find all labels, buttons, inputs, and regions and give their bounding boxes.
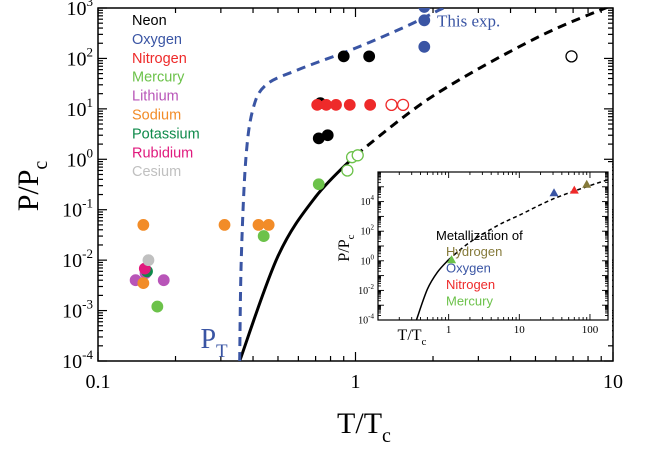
point-mercury	[312, 178, 325, 191]
legend-entry-cesium: Cesium	[132, 164, 181, 180]
point-mercury	[257, 230, 270, 242]
point-sodium	[137, 277, 150, 290]
inset-phase-lines	[415, 179, 608, 320]
point-sodium	[252, 218, 265, 231]
point-oxygen	[418, 14, 431, 27]
point-neon	[337, 50, 350, 63]
inset-axis-ticks	[377, 171, 608, 321]
point-neon-open	[565, 50, 578, 63]
point-oxygen	[418, 8, 431, 13]
triangle-hydrogen	[582, 179, 592, 188]
y-tick-label: 100	[361, 253, 375, 267]
x-tick-label: 0.1	[86, 371, 111, 393]
main-x-tick-labels: 0.1 1 10	[86, 371, 624, 393]
y-tick-label: 103	[67, 0, 94, 20]
inset-legend-entry-oxygen: Oxygen	[446, 261, 491, 276]
y-tick-label: 102	[361, 224, 375, 238]
point-lithium	[157, 274, 170, 287]
y-tick-label: 101	[67, 95, 94, 121]
point-mercury	[151, 300, 164, 313]
legend-entry-neon: Neon	[132, 13, 167, 29]
point-neon	[321, 129, 334, 142]
inset-title: Metallization of	[436, 228, 523, 243]
point-sodium	[137, 218, 150, 231]
y-tick-label: 10-1	[62, 196, 93, 222]
point-mercury-open	[351, 149, 364, 162]
x-tick-label: 1	[351, 371, 361, 393]
point-neon	[363, 50, 376, 63]
y-tick-label: 10-2	[62, 246, 93, 272]
main-legend: Neon Oxygen Nitrogen Mercury Lithium Sodium Po…	[132, 13, 200, 180]
main-x-axis-label: T/Tc	[337, 407, 391, 447]
inset-x-axis-label: T/Tc	[398, 327, 427, 348]
main-data-points	[129, 8, 578, 313]
y-tick-label: 102	[67, 44, 94, 70]
main-annotations: This exp. PT	[200, 11, 500, 362]
annotation-this-exp: This exp.	[437, 11, 500, 30]
point-oxygen	[418, 40, 431, 53]
point-nitrogen-open	[385, 98, 398, 112]
legend-entry-sodium: Sodium	[132, 108, 181, 124]
main-axis-ticks	[97, 7, 614, 362]
main-y-tick-labels: 10-4 10-3 10-2 10-1 100 101 102 103	[62, 0, 93, 373]
annotation-pt: PT	[200, 324, 228, 362]
y-tick-label: 10-4	[358, 313, 374, 327]
inset-plot: 1 10 100 10-4 10-2 100 102 104 Hydrogen OxygenN…	[336, 163, 612, 348]
point-nitrogen-open	[396, 98, 410, 112]
x-tick-label: 10	[514, 324, 526, 336]
y-tick-label: 10-2	[358, 283, 374, 297]
point-cesium	[142, 254, 155, 267]
triangle-mercury	[447, 255, 457, 264]
inset-legend-entry-mercury: Mercury	[446, 294, 493, 309]
y-tick-label: 10-4	[62, 347, 93, 373]
y-tick-label: 10-3	[62, 297, 93, 323]
point-nitrogen	[343, 98, 356, 111]
legend-entry-rubidium: Rubidium	[132, 145, 193, 161]
point-nitrogen	[330, 98, 342, 111]
inset-legend-entry-nitrogen: Nitrogen	[446, 277, 495, 292]
triangle-nitrogen	[569, 185, 579, 194]
legend-entry-potassium: Potassium	[132, 126, 200, 142]
legend-entry-oxygen: Oxygen	[132, 32, 182, 48]
point-sodium	[262, 218, 275, 231]
point-nitrogen	[364, 98, 377, 111]
phase-line-dashed-1	[354, 8, 610, 157]
point-sodium	[218, 218, 231, 231]
y-tick-label: 100	[67, 145, 94, 171]
x-tick-label: 1	[446, 324, 452, 336]
inset-y-tick-labels: 10-4 10-2 100 102 104	[358, 194, 374, 326]
x-tick-label: 100	[582, 324, 599, 336]
legend-entry-nitrogen: Nitrogen	[132, 51, 187, 67]
inset-data-points	[447, 179, 592, 264]
main-y-axis-label: P/Pc	[12, 161, 52, 212]
legend-entry-lithium: Lithium	[132, 89, 179, 105]
point-mercury-open	[341, 164, 354, 177]
phase-line-solid-0	[415, 259, 450, 320]
phase-line-solid-0	[238, 154, 357, 361]
inset-x-tick-labels: 1 10 100	[446, 324, 599, 336]
inset-y-axis-label: P/Pc	[336, 234, 357, 261]
inset-legend-entry-hydrogen: Hydrogen	[446, 244, 502, 259]
x-tick-label: 10	[603, 371, 623, 393]
triangle-oxygen	[549, 188, 559, 197]
y-tick-label: 104	[361, 194, 375, 208]
legend-entry-mercury: Mercury	[132, 70, 185, 86]
